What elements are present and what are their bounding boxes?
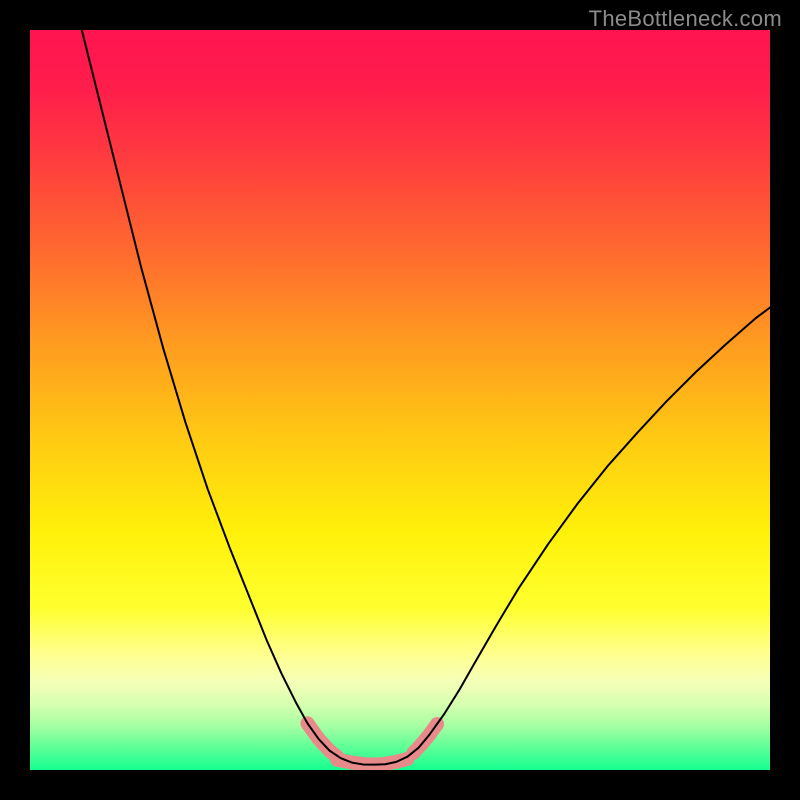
- bottleneck-curve: [82, 30, 770, 765]
- watermark-text: TheBottleneck.com: [589, 6, 782, 32]
- chart-curve-layer: [30, 30, 770, 770]
- chart-plot-area: [30, 30, 770, 770]
